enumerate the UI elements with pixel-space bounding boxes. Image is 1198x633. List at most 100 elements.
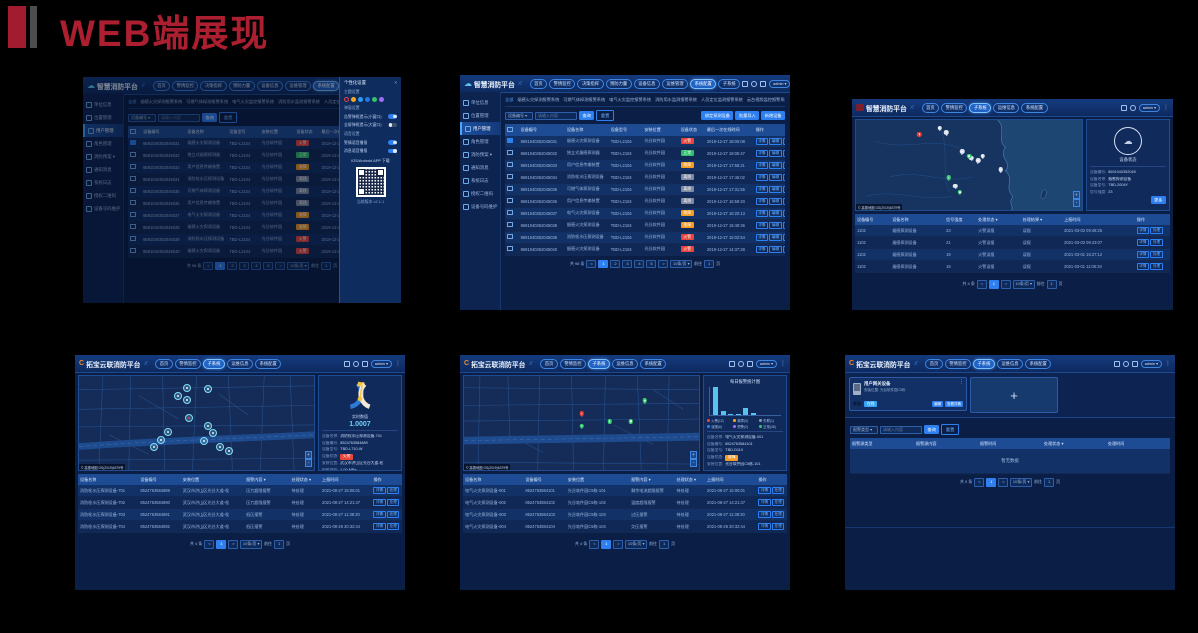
user-menu[interactable]: admin ▾ — [769, 79, 790, 88]
zoom-out-button[interactable]: - — [305, 459, 312, 467]
nav-pill[interactable]: 系统配置 — [255, 358, 282, 369]
row-checkbox[interactable] — [507, 221, 513, 228]
page-number-button[interactable]: 1 — [215, 261, 226, 270]
row-checkbox[interactable] — [507, 233, 513, 240]
op-detail-button[interactable]: 详情 — [755, 185, 768, 193]
nav-pill[interactable]: 首页 — [529, 78, 548, 89]
batch-import-button[interactable]: 批量导入 — [735, 111, 760, 120]
sidebar-item[interactable]: 位置管理 — [460, 109, 500, 122]
row-checkbox[interactable] — [130, 139, 136, 146]
gateway-device-card[interactable]: ⋮ 用户网关设备 安装位置: 光谷软件园C5栋 状态: 在线 编辑 查看详情 — [849, 377, 967, 411]
map-device-marker[interactable] — [969, 155, 974, 161]
user-menu[interactable]: admin ▾ — [1140, 359, 1162, 368]
goto-page-input[interactable]: 1 — [659, 540, 670, 549]
next-page-button[interactable]: > — [1000, 280, 1011, 289]
page-number-button[interactable]: 2 — [610, 259, 621, 268]
prev-page-button[interactable]: < — [203, 261, 214, 270]
page-size-select[interactable]: 10条/页 ▾ — [625, 540, 648, 549]
nav-pill[interactable]: 运维信息 — [996, 358, 1024, 369]
toggle-switch[interactable] — [388, 122, 397, 128]
row-checkbox[interactable] — [507, 137, 513, 144]
op-edit-button[interactable]: 编辑 — [769, 149, 782, 157]
map-device-marker[interactable] — [579, 411, 584, 416]
op-edit-button[interactable]: 编辑 — [769, 185, 782, 193]
goto-page-input[interactable]: 1 — [704, 259, 715, 268]
toggle-switch[interactable] — [388, 114, 397, 119]
nav-pill[interactable]: 首页 — [540, 358, 558, 369]
nav-pill[interactable]: 决策指挥 — [200, 80, 227, 91]
sidebar-item[interactable]: 角色管理 — [83, 137, 123, 150]
nav-pill[interactable]: 设备信息 — [633, 78, 660, 89]
zoom-out-button[interactable]: - — [1073, 199, 1080, 207]
row-checkbox[interactable] — [507, 161, 513, 168]
op-edit-button[interactable]: 编辑 — [769, 209, 782, 217]
sidebar-item[interactable]: 用户管理 — [460, 122, 500, 135]
map-device-marker[interactable] — [975, 158, 981, 163]
zoom-in-button[interactable]: + — [690, 451, 697, 459]
bell-icon[interactable] — [746, 360, 753, 367]
tab[interactable]: 全部 — [128, 99, 137, 104]
map-device-marker[interactable] — [216, 443, 224, 452]
nav-pill[interactable]: 系统配置 — [1021, 102, 1048, 113]
op-edit-button[interactable]: 编辑 — [769, 233, 782, 241]
theme-color-swatch[interactable] — [365, 97, 370, 102]
reset-button[interactable]: 重置 — [941, 424, 959, 435]
goto-page-input[interactable]: 1 — [321, 261, 332, 270]
theme-color-swatch[interactable] — [344, 97, 349, 102]
nav-pill[interactable]: 系统配置 — [690, 78, 717, 89]
op-detail-button[interactable]: 详情 — [755, 245, 768, 253]
page-number-button[interactable]: 1 — [986, 478, 997, 487]
sidebar-item[interactable]: 消防预案 ▾ — [83, 150, 123, 163]
map-device-marker[interactable] — [628, 418, 634, 424]
row-checkbox[interactable] — [130, 223, 136, 230]
message-icon[interactable] — [742, 80, 749, 87]
nav-pill[interactable]: 子系统 — [203, 358, 225, 369]
nav-pill[interactable]: 警情监控 — [559, 358, 586, 369]
user-menu[interactable]: admin ▾ — [1138, 103, 1160, 112]
nav-pill[interactable]: 系统配置 — [640, 358, 667, 369]
page-number-button[interactable]: 3 — [239, 261, 250, 270]
row-checkbox[interactable] — [130, 175, 136, 182]
op-delete-button[interactable]: 删除 — [783, 137, 785, 145]
op-delete-button[interactable]: 删除 — [783, 209, 785, 217]
op-handle-button[interactable]: 处理 — [772, 523, 785, 530]
op-detail-button[interactable]: 详情 — [1136, 263, 1149, 270]
map-device-marker[interactable] — [980, 153, 985, 159]
map-device-marker[interactable] — [199, 436, 208, 445]
user-menu[interactable]: admin ▾ — [755, 359, 777, 368]
user-menu[interactable]: admin ▾ — [370, 359, 392, 368]
page-size-select[interactable]: 10条/页 ▾ — [287, 261, 310, 270]
map-device-marker[interactable] — [579, 423, 584, 429]
next-page-button[interactable]: > — [658, 259, 669, 268]
row-checkbox[interactable] — [507, 149, 513, 156]
op-handle-button[interactable]: 处理 — [1150, 251, 1163, 258]
bell-icon[interactable] — [361, 360, 368, 367]
message-icon[interactable] — [1120, 104, 1127, 111]
tab[interactable]: 可燃气体探测报警系统 — [186, 99, 229, 104]
row-checkbox[interactable] — [507, 173, 513, 180]
op-delete-button[interactable]: 删除 — [783, 197, 785, 205]
reset-button[interactable]: 重置 — [219, 112, 237, 123]
nav-pill[interactable]: 系统配置 — [313, 80, 340, 91]
nav-pill[interactable]: 警情监控 — [174, 358, 201, 369]
map-device-marker[interactable] — [944, 130, 949, 135]
tab[interactable]: 全部 — [505, 97, 514, 102]
search-input[interactable] — [535, 111, 577, 120]
sidebar-item[interactable]: 通知消息 — [460, 161, 500, 174]
nav-pill[interactable]: 设备信息 — [256, 80, 283, 91]
search-button[interactable]: 查询 — [202, 113, 218, 122]
theme-color-swatch[interactable] — [379, 97, 384, 102]
tab[interactable]: 电气火灾监控报警系统 — [232, 99, 275, 104]
map-device-marker[interactable] — [164, 428, 173, 437]
op-detail-button[interactable]: 详情 — [755, 161, 768, 169]
map-device-marker[interactable] — [204, 385, 213, 394]
op-detail-button[interactable]: 详情 — [373, 487, 386, 494]
page-number-button[interactable]: 5 — [263, 261, 274, 270]
page-number-button[interactable]: 4 — [251, 261, 262, 270]
nav-pill[interactable]: 预防力量 — [605, 78, 632, 89]
op-detail-button[interactable]: 详情 — [755, 221, 768, 229]
row-checkbox[interactable] — [507, 197, 513, 204]
op-detail-button[interactable]: 详情 — [755, 233, 768, 241]
row-checkbox[interactable] — [130, 211, 136, 218]
op-edit-button[interactable]: 编辑 — [769, 173, 782, 181]
